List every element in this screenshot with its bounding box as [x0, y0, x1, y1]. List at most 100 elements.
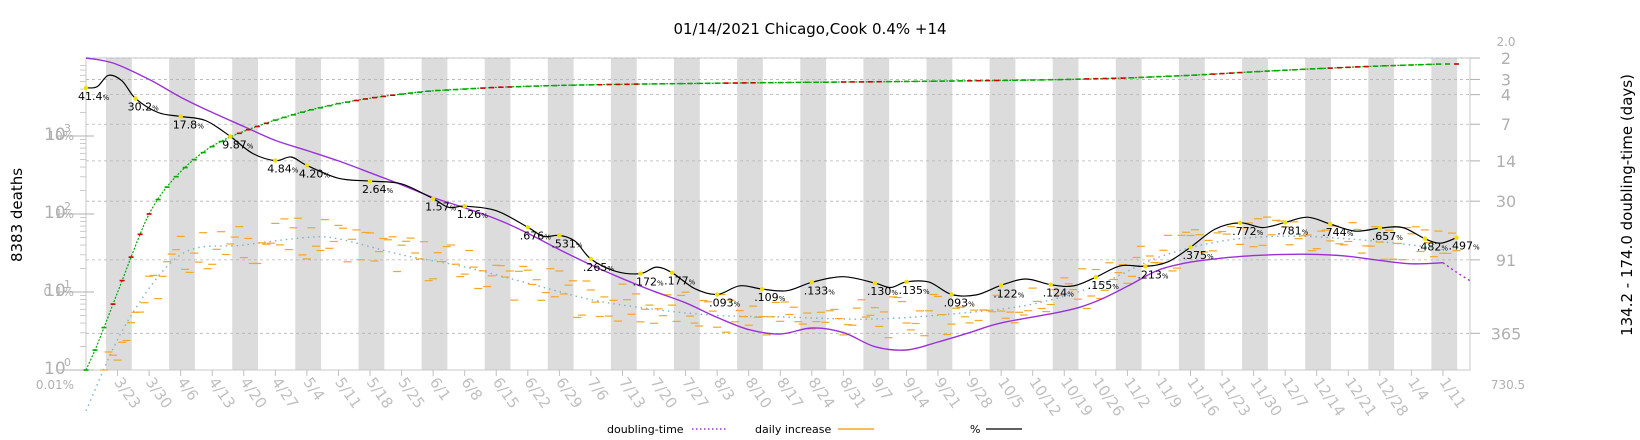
pct-data-label-sign: %: [247, 142, 254, 150]
pct-data-label: .657%: [1372, 230, 1404, 243]
pct-data-label-sign: %: [152, 105, 159, 113]
cumulative-deaths-marks: [83, 63, 1459, 371]
pct-data-label: 1.57%: [425, 201, 457, 214]
legend-label-doubling-time: doubling-time: [607, 423, 684, 436]
pct-data-label: .135%: [899, 284, 931, 297]
pct-marker: [872, 280, 878, 286]
week-band: [1431, 58, 1458, 370]
week-band: [1242, 58, 1268, 370]
x-tick-label: 11/30: [1246, 374, 1286, 420]
pct-tick-label: 0.1%: [44, 285, 75, 299]
x-tick-label: 8/31: [836, 374, 870, 412]
x-tick-label: 4/13: [205, 374, 239, 412]
legend: doubling-time daily increase %: [607, 423, 1022, 436]
pct-data-label: .772%: [1232, 225, 1264, 238]
right-tick-label: 91: [1496, 251, 1516, 270]
pct-data-label-sign: %: [689, 279, 696, 287]
pct-data-label: .122%: [993, 287, 1024, 300]
week-band: [800, 58, 827, 370]
pct-marker: [304, 163, 310, 168]
x-tick-label: 3/30: [142, 374, 176, 412]
week-band: [674, 58, 700, 370]
cumulative-deaths-line: [85, 63, 1444, 371]
pct-marker: [809, 280, 814, 285]
pct-marker: [430, 196, 436, 201]
week-band: [295, 58, 322, 370]
right-tick-label: 2: [1501, 49, 1511, 68]
week-bands: [85, 57, 1471, 371]
pct-data-label: .155%: [1088, 279, 1120, 292]
pct-marker: [1093, 275, 1099, 280]
pct-data-label-sign: %: [1112, 283, 1119, 291]
pct-data-label: .744%: [1322, 226, 1354, 239]
pct-marker: [557, 233, 562, 238]
pct-data-label: .265%: [583, 261, 615, 274]
pct-data-label-sign: %: [387, 187, 394, 195]
pct-data-label-sign: %: [891, 289, 898, 297]
pct-marker: [638, 271, 643, 276]
left-tick-exponent: 3: [64, 122, 71, 135]
pct-marker: [1283, 220, 1288, 225]
x-tick-label: 6/15: [489, 374, 523, 412]
pct-data-label-sign: %: [1067, 291, 1074, 299]
pct-marker: [1143, 264, 1148, 269]
pct-data-label-sign: %: [734, 301, 741, 309]
x-tick-label: 11/23: [1215, 374, 1255, 420]
x-tick-label: 8/24: [805, 374, 839, 412]
pct-marker: [273, 158, 278, 163]
x-tick-label: 4/6: [173, 374, 202, 404]
pct-data-label: .676%: [520, 229, 552, 242]
pct-marker: [525, 225, 530, 230]
pct-data-label-sign: %: [1018, 291, 1025, 299]
week-band: [1052, 58, 1079, 370]
pct-data-label: 4.20%: [299, 167, 331, 180]
pct-data-label-sign: %: [657, 280, 664, 288]
x-tick-label: 8/10: [741, 374, 775, 412]
pct-data-label: 4.84%: [267, 163, 299, 176]
x-tick-label: 10/26: [1089, 374, 1129, 420]
week-band: [106, 58, 132, 370]
right-tick-label: 30: [1496, 192, 1516, 211]
x-tick-label: 10/5: [994, 374, 1028, 412]
week-band: [169, 58, 195, 370]
week-band: [232, 58, 258, 370]
x-tick-label: 9/28: [962, 374, 996, 412]
pct-data-label: .093%: [944, 297, 976, 310]
pct-marker: [1048, 282, 1053, 287]
pct-data-label: .482%: [1417, 241, 1449, 254]
pct-data-label-sign: %: [968, 301, 975, 309]
pct-marker: [133, 96, 138, 101]
left-tick-exponent: 2: [64, 200, 71, 213]
pct-data-label-sign: %: [779, 295, 786, 303]
x-tick-label: 7/20: [647, 374, 681, 412]
x-tick-label: 5/18: [363, 374, 397, 412]
pct-data-label-sign: %: [1473, 244, 1480, 252]
pct-data-label-sign: %: [1441, 245, 1448, 253]
week-band: [610, 58, 637, 370]
x-tick-label: 5/11: [331, 374, 365, 412]
y-axis-label-right: 134.2 - 174.0 doubling-time (days): [1618, 74, 1636, 336]
x-tick-label: 4/20: [237, 374, 271, 412]
pct-data-label-sign: %: [323, 171, 330, 179]
x-tick-label: 7/6: [584, 374, 613, 404]
pct-marker: [1454, 235, 1459, 240]
week-band: [926, 58, 953, 370]
x-tick-label: 12/28: [1373, 374, 1413, 420]
pct-tick-label: 1%: [55, 207, 74, 221]
x-tick-label: 1/4: [1404, 374, 1433, 404]
right-tick-label: 7: [1501, 115, 1511, 134]
right-tick-label: 14: [1496, 152, 1516, 171]
x-tick-label: 9/21: [931, 374, 965, 412]
x-tick-label: 5/4: [300, 374, 329, 404]
left-tick-exponent: 0: [64, 356, 71, 369]
pct-data-label-sign: %: [1302, 228, 1309, 236]
pct-data-label-sign: %: [481, 212, 488, 220]
axes: 10310210110010%1%0.1%0.01%2.023471430913…: [36, 35, 1525, 420]
right-tick-label: 365: [1491, 324, 1522, 343]
pct-marker: [1422, 236, 1428, 241]
x-tick-label: 3/23: [110, 374, 144, 412]
pct-data-label-sign: %: [292, 167, 299, 175]
x-tick-label: 6/29: [552, 374, 586, 412]
left-tick-label: 10: [44, 203, 66, 223]
legend-label-daily-increase: daily increase: [755, 423, 831, 436]
